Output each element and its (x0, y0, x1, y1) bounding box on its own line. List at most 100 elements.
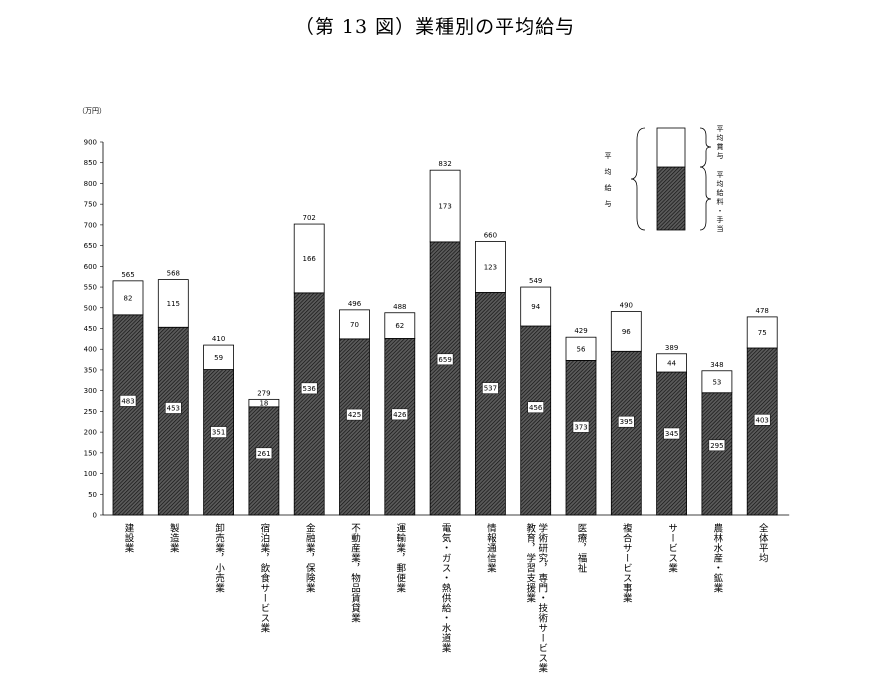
salary-label: 536 (303, 385, 317, 393)
bar-bonus (203, 344, 235, 370)
salary-label: 373 (574, 423, 587, 431)
bar-bonus (157, 279, 189, 328)
bar-salary (248, 406, 280, 516)
bar-bonus (339, 309, 370, 340)
bar-salary (474, 292, 506, 516)
y-tick-label: 250 (84, 408, 97, 416)
salary-label-box (300, 382, 318, 395)
salary-label-box (436, 353, 454, 366)
y-tick-label: 750 (84, 201, 97, 209)
total-label: 279 (257, 389, 270, 397)
total-label: 488 (393, 303, 406, 311)
bar-bonus (248, 398, 280, 408)
legend-swatch-salary (656, 166, 686, 231)
bar-salary (746, 347, 778, 516)
bar-salary (429, 241, 461, 516)
category-label: 学術研究，専門・技術サービス業 (536, 522, 548, 673)
total-label: 660 (484, 231, 497, 239)
y-unit-label: （万円） (78, 107, 106, 115)
salary-label: 456 (529, 404, 543, 412)
salary-label: 537 (484, 385, 497, 393)
legend-label-total: 平均給与 (604, 152, 612, 216)
total-label: 478 (756, 307, 769, 315)
category-label: 全体平均 (757, 522, 769, 563)
bar-salary (203, 369, 235, 516)
total-label: 348 (710, 361, 723, 369)
bonus-label: 123 (484, 263, 497, 271)
category-label: 製造業 (168, 522, 180, 553)
legend-label-bonus: 平均賞与 (716, 125, 724, 161)
salary-label-box (708, 439, 726, 452)
category-label: 運輸業，郵便業 (394, 523, 406, 593)
y-tick-label: 350 (84, 366, 97, 374)
bonus-label: 94 (531, 303, 540, 311)
bar-bonus (112, 280, 144, 316)
bar-salary (384, 338, 416, 516)
salary-label-box (210, 426, 227, 438)
bonus-label: 18 (259, 400, 268, 408)
total-label: 429 (574, 327, 587, 335)
legend-swatch-bonus (656, 127, 686, 168)
salary-label-box (165, 402, 182, 414)
bonus-label: 173 (438, 203, 451, 211)
total-label: 389 (665, 344, 678, 352)
salary-label-box (753, 414, 771, 426)
bar-salary (520, 325, 552, 516)
y-tick-label: 150 (84, 449, 97, 457)
bar-salary (339, 338, 370, 516)
salary-label: 659 (438, 356, 451, 364)
total-label: 702 (303, 214, 316, 222)
salary-label: 425 (348, 411, 361, 419)
bar-bonus (429, 169, 461, 243)
y-tick-label: 50 (88, 491, 97, 499)
salary-label: 261 (257, 450, 270, 458)
total-label: 565 (121, 271, 134, 279)
salary-label-box (663, 427, 680, 440)
bonus-label: 166 (303, 255, 317, 263)
bar-salary (112, 314, 144, 516)
bar-salary (610, 350, 642, 516)
bonus-label: 96 (622, 328, 631, 336)
salary-label-box (527, 401, 544, 414)
category-label: 複合サービス事業 (621, 522, 633, 603)
bar-bonus (293, 223, 325, 294)
bars: 565 82 483 568 115 453 410 59 351 279 18 261 702 166 5… (112, 160, 778, 516)
category-label: 卸売業，小売業 (213, 522, 225, 593)
bonus-label: 75 (758, 329, 767, 337)
bar-salary (656, 371, 687, 516)
salary-label: 426 (393, 411, 407, 419)
category-label: 宿泊業，飲食サービス業 (258, 522, 270, 633)
category-label: 不動産業，物品賃貸業 (349, 523, 361, 623)
category-label: 医療，福祉 (576, 523, 588, 573)
y-tick-label: 100 (84, 470, 97, 478)
y-tick-label: 650 (84, 242, 97, 250)
salary-label: 345 (665, 430, 678, 438)
salary-label-box (572, 421, 590, 433)
category-label: 金融業，保険業 (304, 522, 316, 593)
y-tick-label: 700 (84, 221, 97, 229)
salary-label: 483 (121, 397, 134, 405)
salary-label: 453 (167, 404, 180, 412)
total-label: 496 (348, 300, 362, 308)
legend-brace-total (630, 127, 646, 231)
salary-label: 395 (620, 418, 633, 426)
bar-bonus (610, 311, 642, 352)
bar-salary (157, 326, 189, 516)
total-label: 832 (438, 160, 451, 168)
salary-label: 403 (756, 416, 769, 424)
y-tick-label: 0 (93, 512, 97, 520)
salary-label-box (255, 447, 273, 460)
category-label: 農林水産・鉱業 (711, 522, 723, 593)
y-tick-label: 600 (84, 263, 97, 271)
salary-label-box (482, 382, 499, 394)
category-label: 情報通信業 (485, 522, 497, 573)
salary-label-box (391, 408, 409, 421)
bonus-label: 56 (577, 345, 586, 353)
bar-bonus (384, 312, 416, 339)
y-tick-label: 550 (84, 284, 97, 292)
bar-bonus (565, 336, 597, 361)
y-tick-label: 500 (84, 304, 97, 312)
bonus-label: 59 (214, 354, 223, 362)
